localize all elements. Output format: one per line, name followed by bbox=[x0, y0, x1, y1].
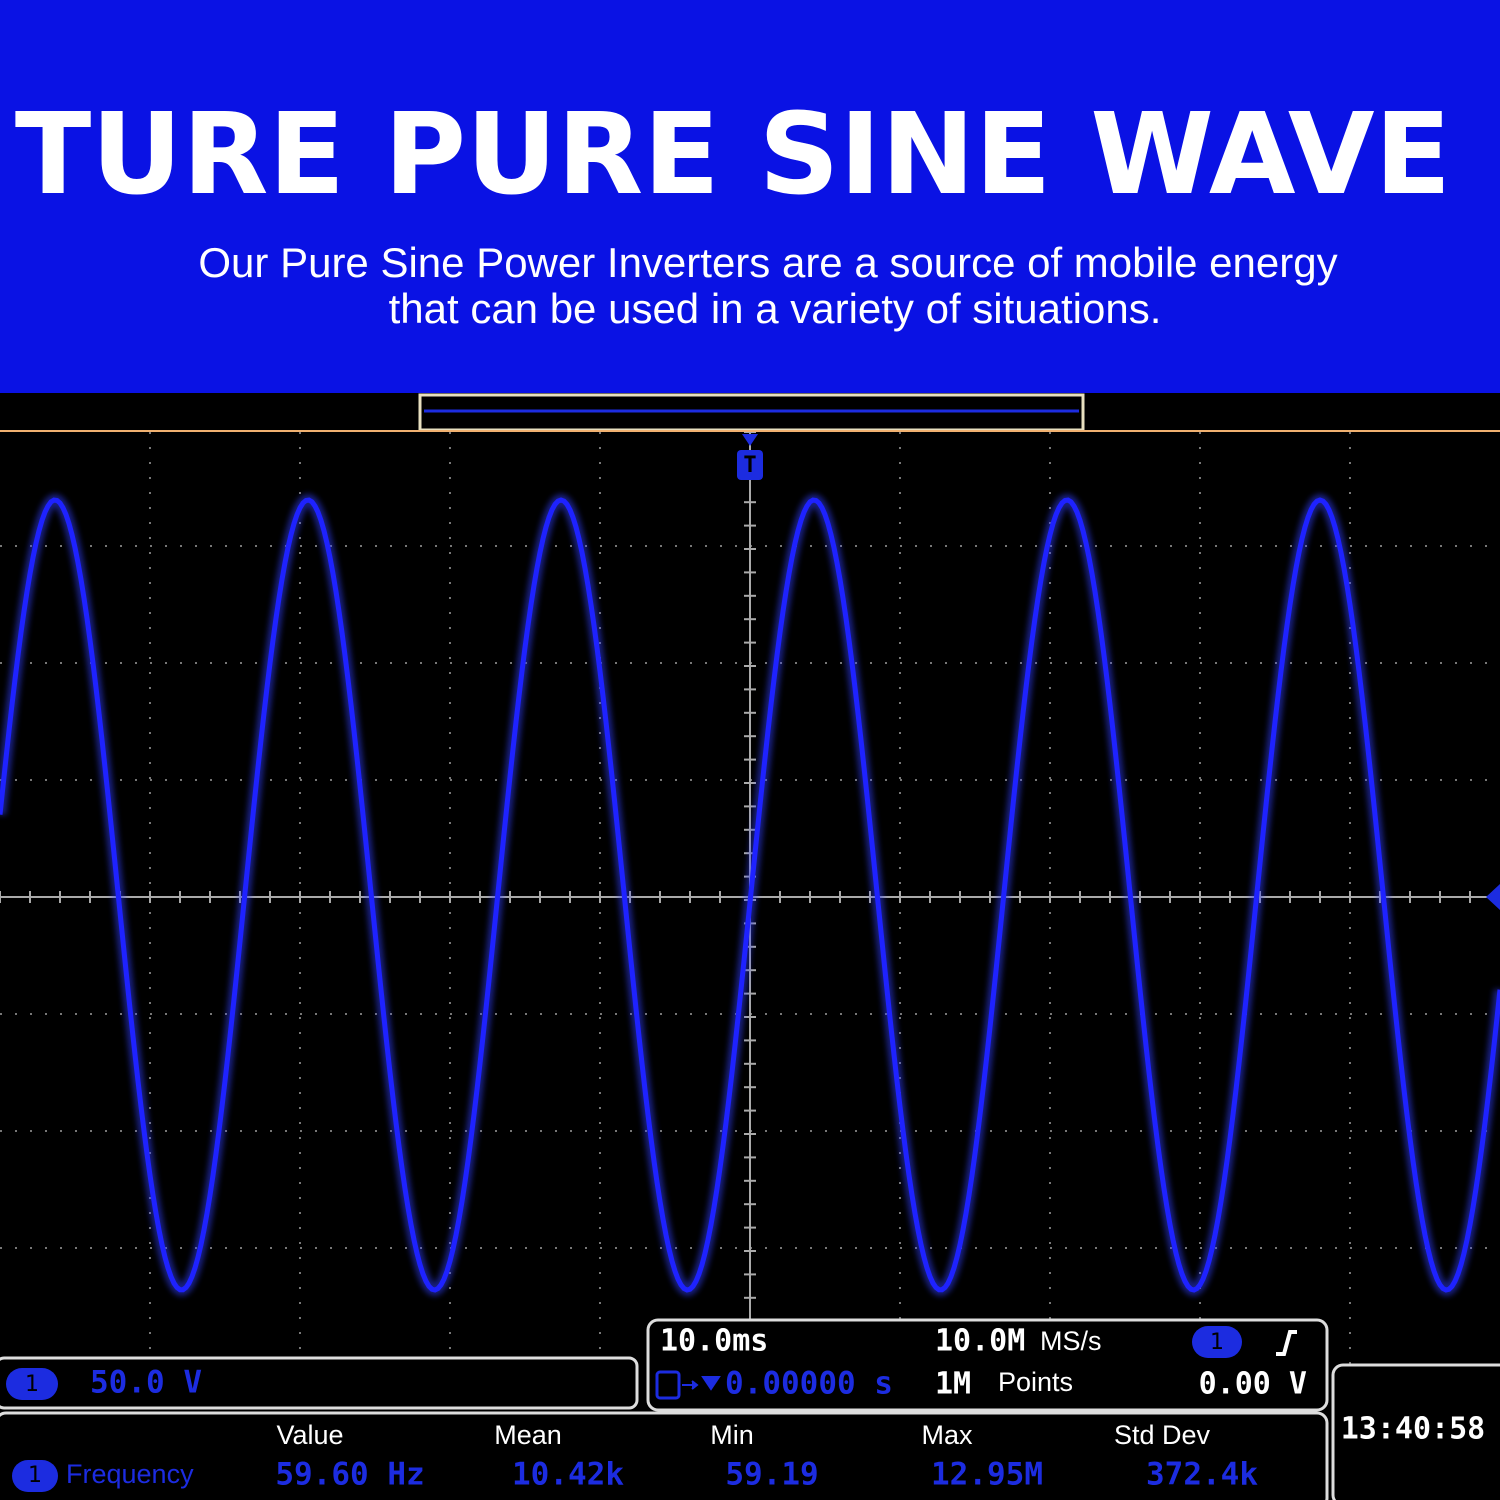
measurement-value: 12.95M bbox=[931, 1457, 1043, 1493]
clock: 13:40:58 bbox=[1341, 1412, 1486, 1447]
measurement-table: Value Mean Min Max Std Dev 1 Frequency 59.60 Hz… bbox=[12, 1420, 1258, 1493]
trigger-channel: 1 bbox=[1210, 1330, 1224, 1355]
ground-marker bbox=[1486, 884, 1500, 910]
measurement-panel bbox=[0, 1411, 1329, 1500]
measurement-name: Frequency bbox=[66, 1459, 194, 1489]
column-header: Min bbox=[710, 1420, 754, 1450]
measurement-source: 1 bbox=[28, 1463, 42, 1488]
graticule bbox=[0, 431, 1500, 1364]
trigger-position: 0.00000 s bbox=[725, 1366, 893, 1402]
banner-title: TURE PURE SINE WAVE bbox=[15, 90, 1451, 220]
column-header: Mean bbox=[494, 1420, 562, 1450]
banner bbox=[0, 0, 1500, 393]
column-header: Max bbox=[921, 1420, 973, 1450]
record-length: 1M bbox=[935, 1367, 971, 1402]
timebase-panel bbox=[646, 1318, 1329, 1412]
channel-panel bbox=[0, 1356, 639, 1410]
channel-number: 1 bbox=[25, 1372, 39, 1397]
clock-panel bbox=[1331, 1363, 1500, 1500]
trigger-marker: T bbox=[743, 453, 756, 478]
measurement-value: 10.42k bbox=[512, 1457, 624, 1493]
trigger-pos-icon bbox=[655, 1370, 681, 1400]
measurement-value: 372.4k bbox=[1146, 1457, 1258, 1493]
sample-rate: 10.0M bbox=[935, 1324, 1025, 1359]
measurement-value: 59.19 bbox=[725, 1457, 818, 1493]
column-header: Std Dev bbox=[1114, 1420, 1211, 1450]
channel-scale: 50.0 V bbox=[90, 1365, 202, 1401]
trigger-arrow bbox=[742, 434, 758, 446]
trigger-pos-arrow bbox=[682, 1376, 721, 1391]
banner-subtitle: Our Pure Sine Power Inverters are a sour… bbox=[198, 239, 1337, 286]
trigger-channel-badge bbox=[1192, 1326, 1242, 1358]
column-header: Value bbox=[276, 1420, 343, 1450]
trigger-slope bbox=[1276, 1330, 1297, 1356]
banner-subtitle: that can be used in a variety of situati… bbox=[389, 285, 1162, 332]
measurement-badge bbox=[12, 1460, 58, 1492]
record-length-unit: Points bbox=[998, 1367, 1073, 1397]
trigger-badge bbox=[737, 450, 763, 480]
measurement-value: 59.60 Hz bbox=[275, 1457, 424, 1493]
trigger-level: 0.00 V bbox=[1199, 1367, 1307, 1402]
channel-badge bbox=[6, 1368, 58, 1400]
time-per-div: 10.0ms bbox=[660, 1324, 768, 1359]
waveform bbox=[0, 497, 1500, 1293]
sample-rate-unit: MS/s bbox=[1040, 1326, 1102, 1356]
